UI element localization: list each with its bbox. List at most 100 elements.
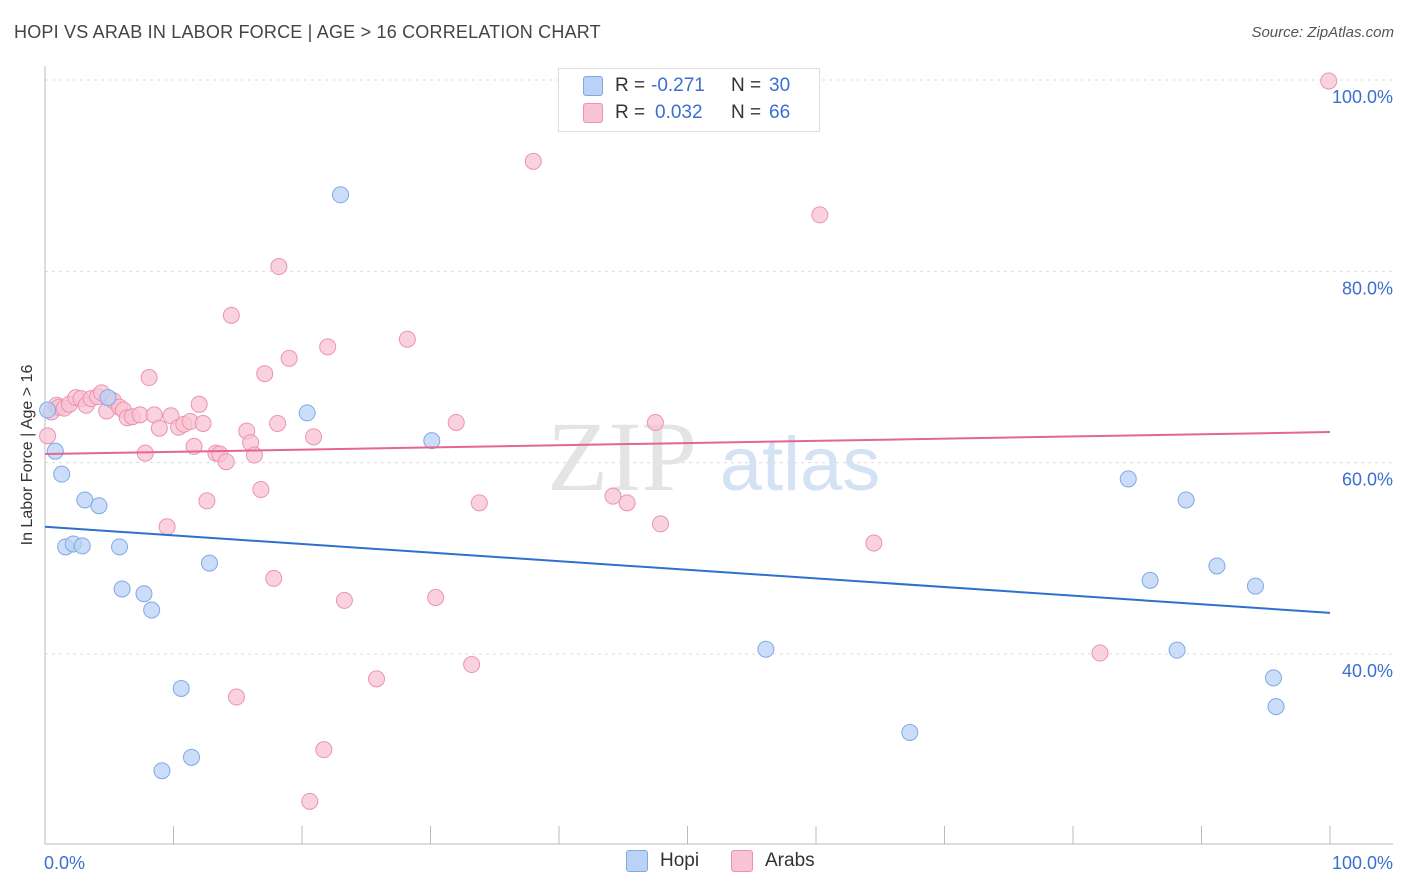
- axes: [44, 66, 1393, 845]
- hopi-legend-swatch: [626, 850, 648, 872]
- arabs-point-31[interactable]: [198, 492, 216, 510]
- hopi-point-16[interactable]: [200, 554, 218, 572]
- hopi-point-13[interactable]: [153, 762, 171, 780]
- arabs-point-62[interactable]: [811, 206, 829, 224]
- arabs-trend-line: [44, 431, 1331, 456]
- n-label: N =: [731, 102, 762, 123]
- hopi-point-29[interactable]: [1267, 698, 1285, 716]
- arabs-point-56[interactable]: [470, 494, 488, 512]
- arabs-point-22[interactable]: [150, 419, 168, 437]
- arabs-point-58[interactable]: [604, 487, 622, 505]
- hopi-n-value: 30: [769, 75, 791, 96]
- hopi-point-19[interactable]: [423, 432, 441, 450]
- x-tick-label-min: 0.0%: [44, 853, 85, 873]
- arabs-point-44[interactable]: [270, 258, 288, 276]
- hopi-legend-label: Hopi: [660, 850, 700, 871]
- arabs-point-41[interactable]: [256, 365, 274, 383]
- hopi-point-11[interactable]: [135, 585, 153, 603]
- watermark-atlas: atlas: [720, 422, 881, 507]
- arabs-point-54[interactable]: [447, 413, 465, 431]
- arabs-point-57[interactable]: [524, 152, 542, 170]
- arabs-point-63[interactable]: [865, 534, 883, 552]
- hopi-point-27[interactable]: [1246, 577, 1264, 595]
- arabs-point-28[interactable]: [185, 437, 203, 455]
- hopi-point-1[interactable]: [46, 442, 64, 460]
- arabs-point-48[interactable]: [315, 741, 333, 759]
- arabs-point-45[interactable]: [280, 349, 298, 367]
- hopi-point-26[interactable]: [1208, 557, 1226, 575]
- arabs-point-35[interactable]: [222, 306, 240, 324]
- hopi-point-9[interactable]: [111, 538, 129, 556]
- hopi-r-value: -0.271: [651, 75, 705, 96]
- hopi-points: [39, 186, 1285, 780]
- arabs-point-23[interactable]: [158, 518, 176, 536]
- hopi-point-7[interactable]: [90, 497, 108, 515]
- hopi-point-21[interactable]: [901, 723, 919, 741]
- arabs-point-18[interactable]: [131, 406, 149, 424]
- hopi-point-5[interactable]: [73, 537, 91, 555]
- x-tick-labels: 0.0% 100.0%: [44, 853, 1393, 873]
- y-tick-label-60: 60.0%: [1342, 470, 1393, 490]
- r-label: R =: [615, 102, 646, 123]
- chart-title: HOPI VS ARAB IN LABOR FORCE | AGE > 16 C…: [14, 22, 601, 42]
- y-tick-label-80: 80.0%: [1342, 278, 1393, 298]
- arabs-point-30[interactable]: [194, 414, 212, 432]
- hopi-point-22[interactable]: [1119, 470, 1137, 488]
- hopi-point-10[interactable]: [113, 580, 131, 598]
- hopi-point-8[interactable]: [99, 389, 117, 407]
- hopi-point-17[interactable]: [298, 404, 316, 422]
- hopi-trend-line: [44, 525, 1331, 614]
- arabs-point-61[interactable]: [652, 515, 670, 533]
- arabs-point-50[interactable]: [335, 591, 353, 609]
- legend-item-arabs[interactable]: Arabs: [731, 850, 815, 872]
- legend-item-hopi[interactable]: Hopi: [626, 850, 699, 872]
- x-tick-label-max: 100.0%: [1332, 853, 1393, 873]
- hopi-point-18[interactable]: [332, 186, 350, 204]
- arabs-r-value: 0.032: [655, 102, 703, 123]
- arabs-point-36[interactable]: [227, 688, 245, 706]
- arabs-point-47[interactable]: [305, 428, 323, 446]
- arabs-point-64[interactable]: [1091, 644, 1109, 662]
- hopi-point-12[interactable]: [143, 601, 161, 619]
- arabs-point-46[interactable]: [301, 792, 319, 810]
- hopi-point-24[interactable]: [1168, 641, 1186, 659]
- arabs-swatch: [583, 103, 603, 123]
- arabs-point-65[interactable]: [1320, 72, 1338, 90]
- hopi-point-6[interactable]: [76, 491, 94, 509]
- arabs-point-40[interactable]: [252, 480, 270, 498]
- arabs-legend-swatch: [731, 850, 753, 872]
- hopi-point-0[interactable]: [39, 401, 57, 419]
- correlation-legend: R = -0.271 N = 30 R = 0.032 N = 66: [558, 68, 820, 132]
- arabs-point-34[interactable]: [217, 453, 235, 471]
- arabs-point-43[interactable]: [269, 414, 287, 432]
- hopi-point-25[interactable]: [1177, 491, 1195, 509]
- trend-lines: [44, 431, 1331, 614]
- hopi-point-20[interactable]: [757, 640, 775, 658]
- watermark: ZIP atlas: [547, 401, 880, 512]
- arabs-point-59[interactable]: [618, 494, 636, 512]
- arabs-point-42[interactable]: [265, 569, 283, 587]
- watermark-zip: ZIP: [547, 401, 697, 512]
- arabs-point-60[interactable]: [646, 413, 664, 431]
- arabs-legend-label: Arabs: [765, 850, 815, 871]
- arabs-point-52[interactable]: [398, 330, 416, 348]
- arabs-point-55[interactable]: [463, 656, 481, 674]
- grid-lines: [45, 79, 1393, 655]
- arabs-point-20[interactable]: [140, 369, 158, 387]
- arabs-n-value: 66: [769, 102, 791, 123]
- hopi-point-14[interactable]: [172, 679, 190, 697]
- hopi-point-28[interactable]: [1264, 669, 1282, 687]
- hopi-point-2[interactable]: [53, 465, 71, 483]
- source-label: Source: ZipAtlas.com: [1251, 24, 1394, 41]
- hopi-swatch: [583, 76, 603, 96]
- hopi-point-23[interactable]: [1141, 571, 1159, 589]
- arabs-point-29[interactable]: [190, 395, 208, 413]
- hopi-point-15[interactable]: [182, 748, 200, 766]
- arabs-point-0[interactable]: [39, 427, 57, 445]
- arabs-point-49[interactable]: [319, 338, 337, 356]
- n-label: N =: [731, 75, 762, 96]
- y-tick-label-100: 100.0%: [1332, 87, 1393, 107]
- arabs-point-53[interactable]: [427, 589, 445, 607]
- arabs-point-51[interactable]: [368, 670, 386, 688]
